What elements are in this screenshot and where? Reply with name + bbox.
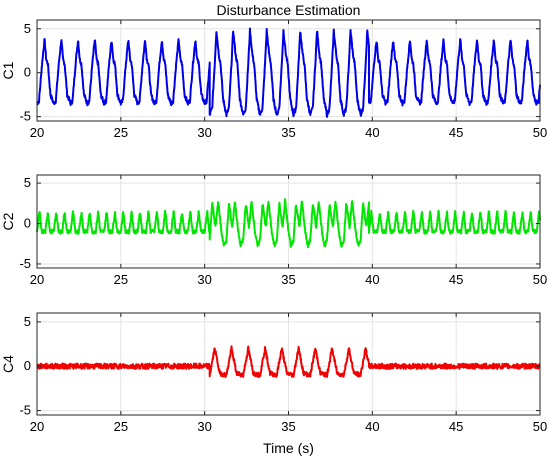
y-axis-label: C1 <box>0 61 16 79</box>
y-tick-label: -5 <box>19 109 31 124</box>
chart-title: Disturbance Estimation <box>217 2 361 18</box>
x-tick-label: 35 <box>281 125 295 140</box>
y-tick-label: -5 <box>19 403 31 418</box>
y-tick-label: 5 <box>24 175 31 190</box>
y-tick-label: 0 <box>24 216 31 231</box>
x-tick-label: 50 <box>533 272 547 287</box>
x-tick-label: 50 <box>533 419 547 434</box>
x-tick-label: 30 <box>197 125 211 140</box>
x-tick-label: 40 <box>365 272 379 287</box>
y-axis-label: C4 <box>0 355 16 373</box>
y-tick-label: 5 <box>24 21 31 36</box>
x-axis-label: Time (s) <box>263 440 314 456</box>
x-tick-label: 20 <box>30 125 44 140</box>
x-tick-label: 45 <box>449 419 463 434</box>
series-line-1-1 <box>36 27 541 118</box>
panel-1: 20 25 30 35 40 45 50 -5 0 5 C1 Disturbance Estimati… <box>0 2 547 140</box>
panel-2: 20 25 30 35 40 45 50 -5 0 5 C2 <box>0 174 547 287</box>
x-tick-label: 20 <box>30 419 44 434</box>
x-tick-label: 50 <box>533 125 547 140</box>
y-tick-label: -5 <box>19 256 31 271</box>
x-tick-label: 45 <box>449 272 463 287</box>
x-tick-label: 30 <box>197 419 211 434</box>
x-tick-label: 20 <box>30 272 44 287</box>
series-line-3-1 <box>36 345 541 378</box>
x-tick-label: 40 <box>365 419 379 434</box>
x-tick-label: 25 <box>114 272 128 287</box>
y-tick-label: 0 <box>24 65 31 80</box>
series-line-2-1 <box>36 198 541 249</box>
x-tick-label: 30 <box>197 272 211 287</box>
x-tick-label: 25 <box>114 419 128 434</box>
x-tick-label: 45 <box>449 125 463 140</box>
x-tick-label: 35 <box>281 272 295 287</box>
x-tick-label: 25 <box>114 125 128 140</box>
y-tick-label: 0 <box>24 358 31 373</box>
x-tick-label: 40 <box>365 125 379 140</box>
y-tick-label: 5 <box>24 314 31 329</box>
panel-3: 20 25 30 35 40 45 50 -5 0 5 C4 Time (s) <box>0 312 547 456</box>
x-tick-label: 35 <box>281 419 295 434</box>
y-axis-label: C2 <box>0 212 16 230</box>
